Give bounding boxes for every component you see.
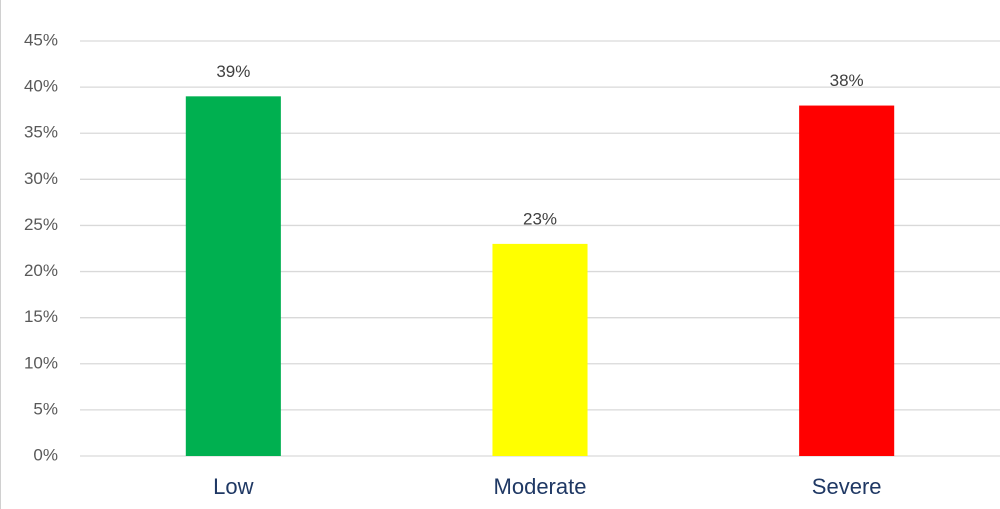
bar (185, 96, 281, 456)
y-tick-label: 35% (24, 123, 58, 142)
y-tick-label: 0% (33, 445, 58, 464)
y-tick-label: 25% (24, 215, 58, 234)
y-tick-label: 30% (24, 169, 58, 188)
data-label: 38% (830, 71, 864, 90)
bar (799, 105, 895, 457)
x-tick-label: Severe (812, 474, 882, 499)
y-tick-label: 20% (24, 261, 58, 280)
y-tick-label: 40% (24, 77, 58, 96)
bar (492, 243, 588, 456)
data-label: 23% (523, 209, 557, 228)
data-label: 39% (216, 62, 250, 81)
x-tick-label: Low (213, 474, 253, 499)
x-tick-label: Moderate (494, 474, 587, 499)
y-tick-label: 5% (33, 399, 58, 418)
y-tick-label: 45% (24, 30, 58, 49)
y-tick-label: 15% (24, 307, 58, 326)
y-tick-label: 10% (24, 353, 58, 372)
